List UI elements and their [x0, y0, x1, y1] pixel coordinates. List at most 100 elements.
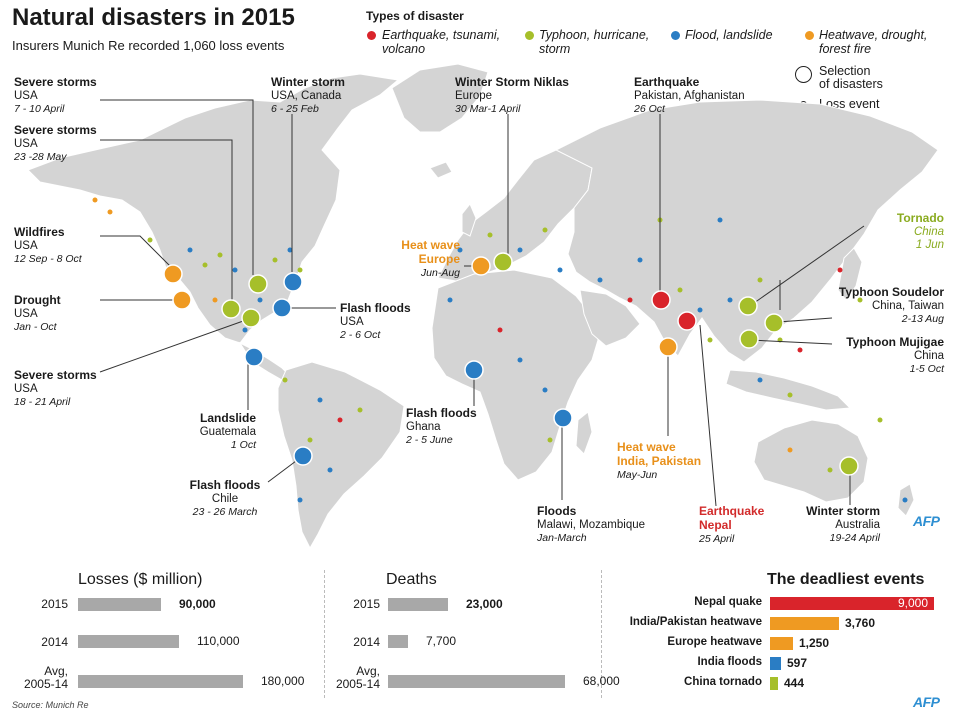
loss-event-dot: [757, 277, 763, 283]
deadliest-label: Nepal quake: [694, 596, 762, 608]
loss-event-dot: [447, 297, 453, 303]
deadliest-bar: [770, 657, 781, 670]
loss-event-dot: [542, 387, 548, 393]
loss-event-dot: [902, 497, 908, 503]
asia-land: [554, 99, 939, 363]
callout-date: 12 Sep - 8 Oct: [14, 253, 82, 265]
callout-date: 2 - 5 June: [406, 434, 453, 446]
callout-date: 19-24 April: [829, 532, 880, 544]
callout-place: USA: [14, 308, 38, 320]
callout-date: Jun-Aug: [420, 267, 460, 279]
earthquake-nepal-circle: [677, 311, 697, 331]
callout-title: Flash floods: [340, 301, 411, 315]
callout-place: China: [913, 226, 944, 238]
loss-event-dot: [297, 267, 303, 273]
callout-winter-storm-au: Winter storm Australia 19-24 April: [780, 505, 880, 545]
earthquake-pak-circle: [651, 290, 671, 310]
losses-label-2015: 2015: [41, 597, 68, 611]
page-title: Natural disasters in 2015: [12, 4, 295, 31]
deaths-value: 23,000: [466, 597, 503, 611]
loss-event-dot: [92, 197, 98, 203]
deaths-label-2014: 2014: [353, 635, 380, 649]
afp-logo: AFP: [913, 513, 940, 529]
callout-soudelor: Typhoon Soudelor China, Taiwan 2-13 Aug: [820, 286, 944, 326]
callout-title: Tornado: [896, 211, 944, 225]
callout-title: Winter Storm Niklas: [455, 75, 569, 89]
legend-label: storm: [539, 42, 571, 56]
deaths-value: 68,000: [583, 674, 620, 688]
losses-value: 110,000: [197, 634, 240, 648]
losses-label-avg: Avg, 2005-14: [23, 664, 68, 691]
losses-bar: [78, 675, 243, 688]
europe-land: [437, 149, 593, 283]
callout-title: Severe storms: [14, 123, 97, 137]
callout-date: 25 April: [699, 533, 735, 545]
callout-place: USA: [14, 383, 38, 395]
loss-event-dot: [487, 232, 493, 238]
loss-event-dot: [517, 357, 523, 363]
big-circle-icon: [795, 66, 812, 83]
deadliest-value: 1,250: [799, 636, 830, 650]
callout-title: Wildfires: [14, 225, 65, 239]
deadliest-bar: [770, 597, 934, 610]
loss-event-dot: [597, 277, 603, 283]
divider: [324, 570, 325, 698]
callout-date: Jan - Oct: [14, 321, 57, 333]
green-dot-icon: [525, 31, 534, 40]
loss-event-dot: [357, 407, 363, 413]
deadliest-bar: [770, 677, 778, 690]
callout-severe-storms-2: Severe storms USA 23 -28 May: [14, 124, 97, 164]
loss-event-dot: [317, 397, 323, 403]
losses-bar: [78, 635, 179, 648]
callout-date: 1 Oct: [230, 439, 256, 451]
madagascar-land: [575, 411, 593, 455]
callout-place: Chile: [211, 493, 239, 505]
loss-event-dot: [787, 447, 793, 453]
losses-bar: [78, 598, 161, 611]
afp-logo: AFP: [913, 694, 940, 710]
loss-event-dot: [202, 262, 208, 268]
loss-event-dot: [187, 247, 193, 253]
callout-title: Typhoon Mujigae: [846, 335, 944, 349]
callout-place: Pakistan, Afghanistan: [634, 90, 745, 102]
blue-dot-icon: [671, 31, 680, 40]
deaths-bar: [388, 675, 565, 688]
callout-niklas: Winter Storm Niklas Europe 30 Mar-1 Apri…: [455, 76, 569, 116]
deadliest-label: China tornado: [684, 676, 762, 688]
callout-title: Typhoon Soudelor: [838, 285, 944, 299]
callout-place: Europe: [455, 90, 493, 102]
callout-place: USA: [14, 240, 38, 252]
mujigae-circle: [739, 329, 759, 349]
loss-event-dots: [92, 197, 908, 503]
callout-title: Severe storms: [14, 368, 97, 382]
loss-event-dot: [877, 417, 883, 423]
loss-event-dot: [697, 307, 703, 313]
loss-event-dot: [637, 257, 643, 263]
loss-event-dot: [717, 217, 723, 223]
loss-event-dot: [787, 392, 793, 398]
land-masses: [27, 63, 939, 550]
greenland-land: [391, 63, 489, 133]
floods-malawi-circle: [553, 408, 573, 428]
loss-event-dot: [232, 267, 238, 273]
callout-mujigae: Typhoon Mujigae China 1-5 Oct: [820, 336, 944, 376]
callout-landslide: Landslide Guatemala 1 Oct: [160, 412, 256, 452]
flash-floods-ghana-circle: [464, 360, 484, 380]
loss-event-dot: [827, 467, 833, 473]
landslide-circle: [244, 347, 264, 367]
callout-wildfires: Wildfires USA 12 Sep - 8 Oct: [14, 226, 82, 266]
severe-storms-1-circle: [248, 274, 268, 294]
loss-event-dot: [677, 287, 683, 293]
red-dot-icon: [367, 31, 376, 40]
deaths-bar: [388, 635, 408, 648]
callout-title: Heat wave: [401, 238, 460, 252]
callout-heatwave-india: Heat wave India, Pakistan May-Jun: [617, 441, 701, 482]
callout-title: Nepal: [699, 518, 732, 532]
loss-event-dot: [707, 337, 713, 343]
callout-title: Winter storm: [271, 75, 345, 89]
callout-severe-storms-1: Severe storms USA 7 - 10 April: [14, 76, 97, 116]
world-map: [27, 63, 939, 550]
source-note: Source: Munich Re: [12, 700, 89, 710]
callout-title: Severe storms: [14, 75, 97, 89]
selected-disasters: [163, 252, 859, 476]
